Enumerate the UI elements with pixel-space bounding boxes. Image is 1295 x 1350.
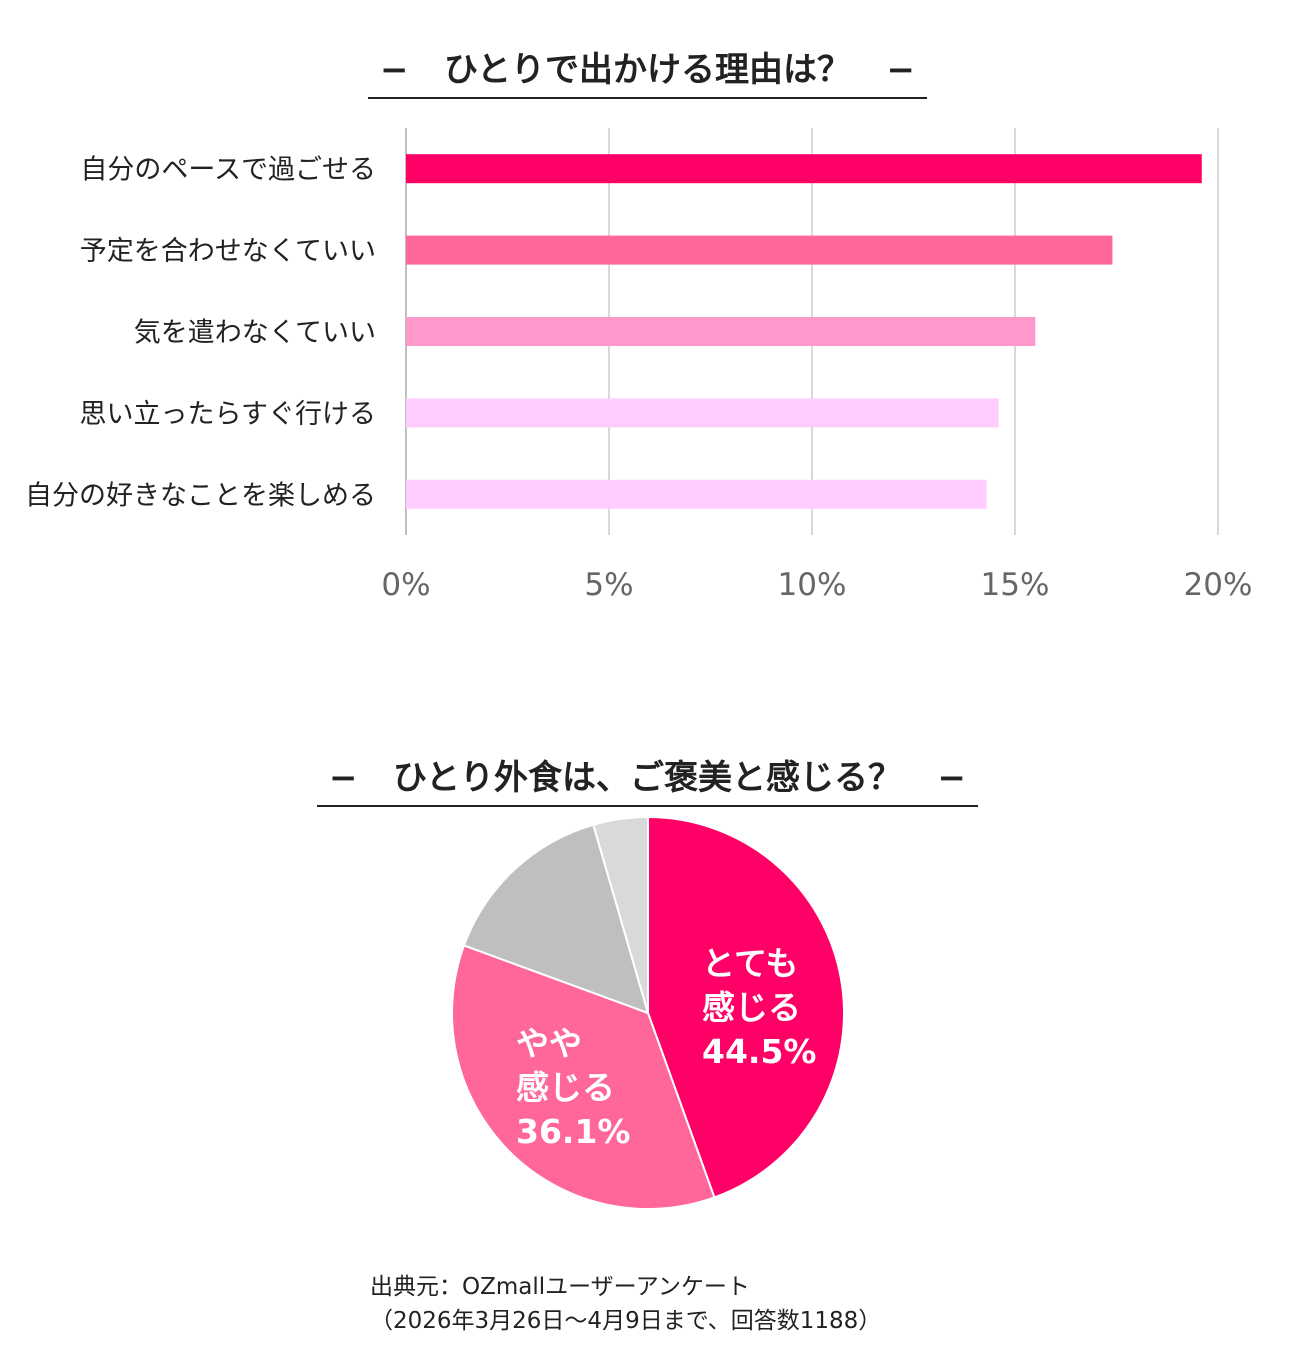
bar xyxy=(406,479,987,509)
bar-title-prefix: − xyxy=(379,50,409,90)
bar xyxy=(406,398,999,428)
category-label: 予定を合わせなくていい xyxy=(80,236,376,267)
x-tick-label: 20% xyxy=(1184,567,1253,603)
pie-chart-title-underline: − ひとり外食は、ご褒美と感じる？ − xyxy=(316,750,978,807)
pie-chart-title: − ひとり外食は、ご褒美と感じる？ − xyxy=(0,750,1295,807)
pie-title-prefix: − xyxy=(328,758,358,798)
source-line-2: （2026年3月26日～4月9日まで、回答数1188） xyxy=(370,1308,882,1334)
bar-category-labels: 自分のペースで過ごせる予定を合わせなくていい気を遣わなくていい思い立ったらすぐ行… xyxy=(25,155,376,512)
category-label: 気を遣わなくていい xyxy=(134,318,376,349)
pie-slice xyxy=(647,815,845,1199)
x-tick-label: 0% xyxy=(381,567,430,603)
pie-slice xyxy=(592,815,649,1014)
category-label: 自分のペースで過ごせる xyxy=(80,155,376,186)
pie-slices xyxy=(451,815,845,1210)
pie-category-label: やや xyxy=(516,1024,582,1063)
bar-marks xyxy=(406,154,1202,509)
pie-value-label: 44.5% xyxy=(702,1032,817,1071)
bar xyxy=(406,317,1036,346)
pie-title-text: ひとり外食は、ご褒美と感じる？ xyxy=(393,758,902,798)
x-tick-label: 10% xyxy=(778,567,847,603)
category-label: 思い立ったらすぐ行ける xyxy=(80,399,376,430)
pie-slice xyxy=(451,944,716,1210)
source-line-1: 出典元：OZmallユーザーアンケート xyxy=(370,1274,750,1300)
bar-chart-title: − ひとりで出かける理由は？ − xyxy=(0,42,1295,99)
source-note: 出典元：OZmallユーザーアンケート （2026年3月26日～4月9日まで、回… xyxy=(370,1270,881,1338)
pie-category-label: とても xyxy=(702,944,798,983)
pie-category-label: 感じる xyxy=(702,988,801,1027)
x-tick-label: 5% xyxy=(584,567,633,603)
pie-value-label: 36.1% xyxy=(516,1112,631,1151)
bar-title-text: ひとりで出かける理由は？ xyxy=(444,50,851,90)
pie-title-suffix: − xyxy=(937,758,967,798)
bar-chart-title-underline: − ひとりで出かける理由は？ − xyxy=(367,42,927,99)
bar xyxy=(406,154,1202,184)
pie-slice xyxy=(462,823,650,1015)
bar xyxy=(406,235,1113,265)
pie-category-label: 感じる xyxy=(516,1068,615,1107)
category-label: 自分の好きなことを楽しめる xyxy=(25,480,376,511)
bar-tick-labels: 0% 5% 10% 15% 20% xyxy=(381,567,1252,603)
bar-title-suffix: − xyxy=(886,50,916,90)
x-tick-label: 15% xyxy=(981,567,1050,603)
